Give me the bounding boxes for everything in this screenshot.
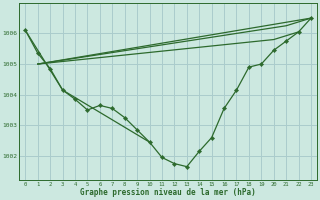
X-axis label: Graphe pression niveau de la mer (hPa): Graphe pression niveau de la mer (hPa) — [80, 188, 256, 197]
